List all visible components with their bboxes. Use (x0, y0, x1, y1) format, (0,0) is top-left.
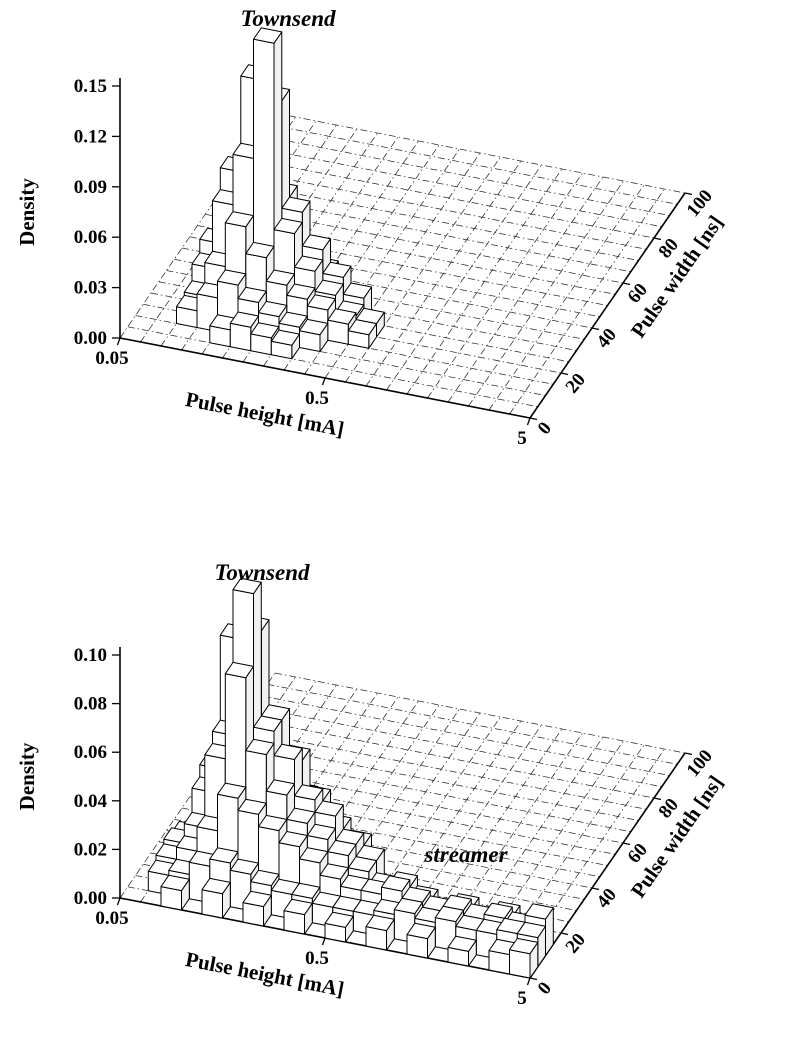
x-tick (321, 937, 326, 946)
depth-tick (560, 372, 569, 376)
depth-tick (591, 327, 600, 331)
annotation-streamer: streamer (423, 842, 508, 867)
y-tick-label: 0.15 (74, 76, 107, 97)
y-tick-label: 0.12 (74, 126, 107, 147)
depth-tick (653, 797, 662, 801)
depth-tick (684, 752, 693, 756)
bars (176, 27, 385, 360)
chart-townsend-streamer-bottom: 0.00 0.02 0.04 0.06 0.08 0.10 0.05 0.5 5 0 20 40 60 8… (0, 520, 812, 1040)
histogram-3d-bottom: 0.000.020.040.060.080.100.050.55 02040608… (15, 560, 728, 1009)
y-tick-label: 0.00 (74, 888, 107, 909)
y-tick-label: 0.03 (74, 278, 107, 299)
y-tick-label: 0.00 (74, 328, 107, 349)
depth-tick-label: 0 (534, 978, 556, 999)
depth-axis-title: Pulse width [ns] (626, 771, 728, 902)
bar (242, 890, 272, 927)
axes: 0.000.020.040.060.080.100.050.55 02040608… (74, 645, 717, 1009)
chart-townsend-top: 0.00 0.03 0.06 0.09 0.12 0.15 0.05 0.5 5 0 20 40 60 8… (15, 6, 728, 449)
y-tick-label: 0.02 (74, 839, 107, 860)
x-tick (321, 377, 326, 386)
depth-tick-label: 0 (534, 418, 556, 439)
bar (324, 911, 354, 943)
bar (365, 914, 395, 951)
x-tick-label: 0.5 (305, 948, 329, 969)
x-tick-label: 5 (517, 988, 527, 1009)
annotation-townsend: Townsend (240, 6, 336, 31)
bar (250, 322, 280, 356)
y-tick-label: 0.06 (74, 742, 107, 763)
bar (509, 937, 539, 979)
depth-tick (560, 932, 569, 936)
histogram-3d-top: 0.000.030.060.090.120.150.050.55 02040608… (15, 6, 728, 449)
y-axis-title: Density (15, 178, 39, 246)
bar (299, 318, 329, 352)
y-axis-title: Density (15, 742, 39, 810)
bar (406, 922, 436, 959)
y-tick-label: 0.10 (74, 645, 107, 666)
depth-axis (529, 752, 686, 979)
depth-tick (653, 237, 662, 241)
y-tick-label: 0.06 (74, 227, 107, 248)
depth-tick (529, 977, 538, 981)
y-tick-label: 0.08 (74, 694, 107, 715)
bar (283, 898, 313, 935)
depth-axis-title: Pulse width [ns] (626, 211, 728, 342)
x-tick-label: 5 (517, 428, 527, 449)
x-tick (116, 337, 121, 346)
bar (270, 329, 300, 360)
x-tick-label: 0.05 (95, 908, 128, 929)
x-tick (526, 417, 531, 426)
x-tick-label: 0.05 (95, 348, 128, 369)
bar (447, 935, 477, 967)
bar (201, 877, 231, 919)
axes: 0.000.030.060.090.120.150.050.55 02040608… (74, 76, 717, 449)
depth-tick (529, 417, 538, 421)
x-tick (116, 897, 121, 906)
y-tick-label: 0.04 (74, 791, 108, 812)
depth-tick (622, 282, 631, 286)
bars (147, 577, 554, 979)
y-tick-label: 0.09 (74, 177, 107, 198)
x-tick (526, 977, 531, 986)
bar (347, 319, 377, 349)
depth-tick (684, 192, 693, 196)
annotation-townsend: Townsend (214, 560, 310, 585)
x-tick-label: 0.5 (305, 388, 329, 409)
depth-tick (591, 887, 600, 891)
depth-axis (529, 192, 686, 419)
bar (160, 874, 190, 911)
depth-tick (622, 842, 631, 846)
